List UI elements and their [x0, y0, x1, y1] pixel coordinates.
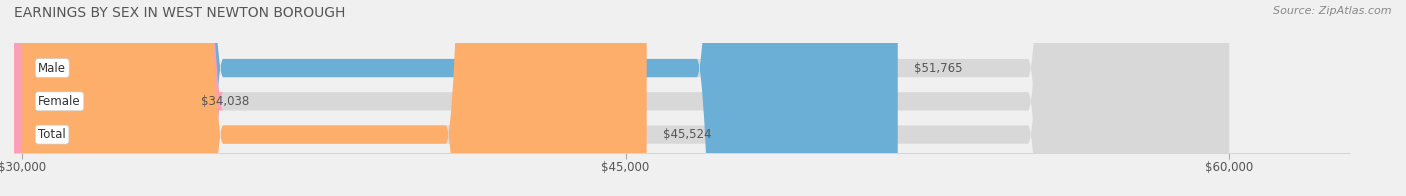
FancyBboxPatch shape	[22, 0, 1229, 196]
Text: $51,765: $51,765	[914, 62, 962, 74]
Text: Female: Female	[38, 95, 80, 108]
Text: Total: Total	[38, 128, 66, 141]
FancyBboxPatch shape	[0, 0, 224, 196]
FancyBboxPatch shape	[22, 0, 898, 196]
Text: $45,524: $45,524	[662, 128, 711, 141]
Text: EARNINGS BY SEX IN WEST NEWTON BOROUGH: EARNINGS BY SEX IN WEST NEWTON BOROUGH	[14, 6, 346, 20]
Text: $34,038: $34,038	[201, 95, 249, 108]
Text: Male: Male	[38, 62, 66, 74]
FancyBboxPatch shape	[22, 0, 647, 196]
FancyBboxPatch shape	[22, 0, 1229, 196]
FancyBboxPatch shape	[22, 0, 1229, 196]
Text: Source: ZipAtlas.com: Source: ZipAtlas.com	[1274, 6, 1392, 16]
